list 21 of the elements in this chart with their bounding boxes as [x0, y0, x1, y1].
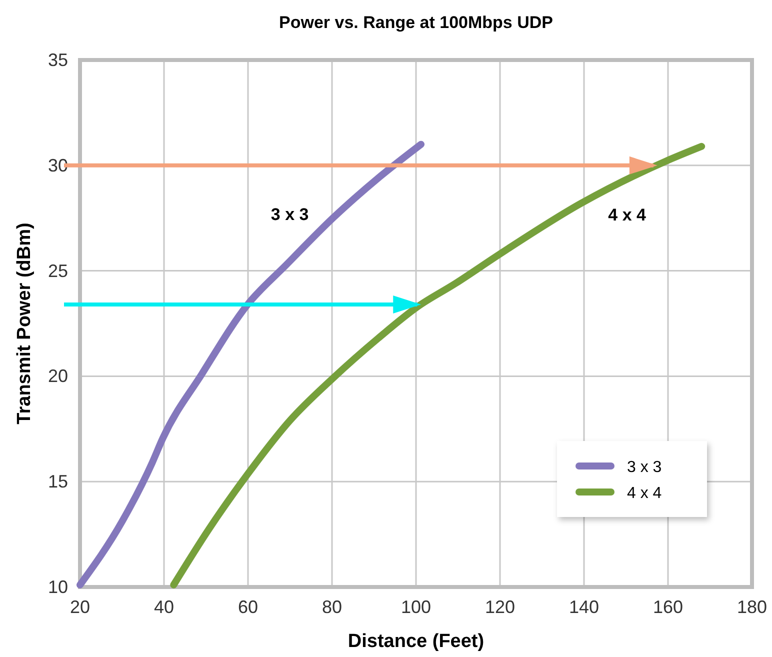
- x-tick-label: 120: [484, 597, 516, 617]
- x-tick-label: 160: [652, 597, 684, 617]
- y-tick-label: 10: [48, 577, 68, 597]
- chart-title: Power vs. Range at 100Mbps UDP: [279, 13, 553, 32]
- x-tick-label: 140: [568, 597, 600, 617]
- y-tick-label: 35: [48, 50, 68, 70]
- x-axis-title: Distance (Feet): [348, 631, 484, 652]
- x-tick-label: 80: [322, 597, 342, 617]
- legend-label: 3 x 3: [627, 459, 662, 476]
- y-axis-title: Transmit Power (dBm): [14, 222, 35, 424]
- x-tick-label: 60: [238, 597, 258, 617]
- annotation: 4 x 4: [608, 205, 647, 224]
- x-tick-label: 40: [154, 597, 174, 617]
- x-tick-label: 20: [70, 597, 90, 617]
- y-tick-label: 25: [48, 260, 68, 281]
- legend-label: 4 x 4: [627, 485, 662, 502]
- y-tick-label: 15: [48, 472, 68, 492]
- y-tick-label: 20: [48, 366, 68, 386]
- x-tick-label: 180: [736, 597, 768, 617]
- x-tick-label: 100: [400, 597, 432, 617]
- annotation: 3 x 3: [270, 205, 309, 224]
